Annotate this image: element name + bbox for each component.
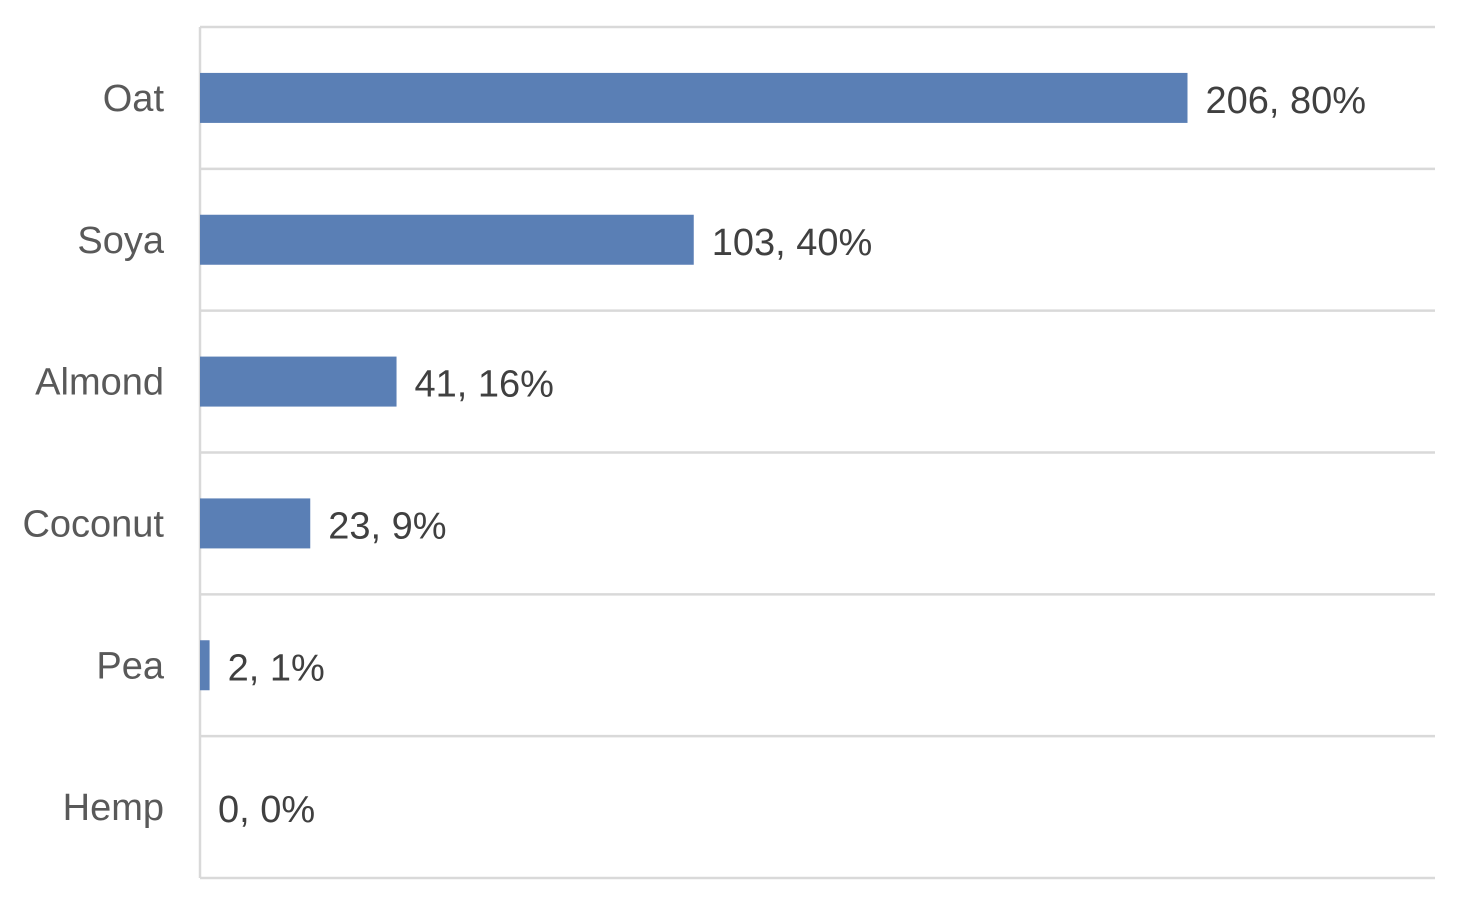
bar-coconut [200,498,311,549]
category-label-oat: Oat [103,78,165,120]
gridlines [200,25,1435,880]
data-label-hemp: 0, 0% [218,789,315,831]
bars [200,72,1188,691]
bar-almond [200,356,397,407]
category-label-almond: Almond [35,362,164,404]
category-label-hemp: Hemp [63,787,164,829]
category-label-pea: Pea [96,645,164,687]
category-label-soya: Soya [77,220,164,262]
data-label-oat: 206, 80% [1206,80,1367,122]
data-label-coconut: 23, 9% [328,505,446,547]
bar-oat [200,72,1188,123]
bar-soya [200,214,694,265]
data-label-pea: 2, 1% [228,647,325,689]
data-label-soya: 103, 40% [712,222,873,264]
data-label-almond: 41, 16% [415,364,554,406]
category-label-coconut: Coconut [22,503,164,545]
category-labels: Oat Soya Almond Coconut Pea Hemp [22,78,164,829]
bar-pea [200,640,210,691]
data-labels: 206, 80% 103, 40% 41, 16% 23, 9% 2, 1% 0, 0% [218,80,1366,831]
